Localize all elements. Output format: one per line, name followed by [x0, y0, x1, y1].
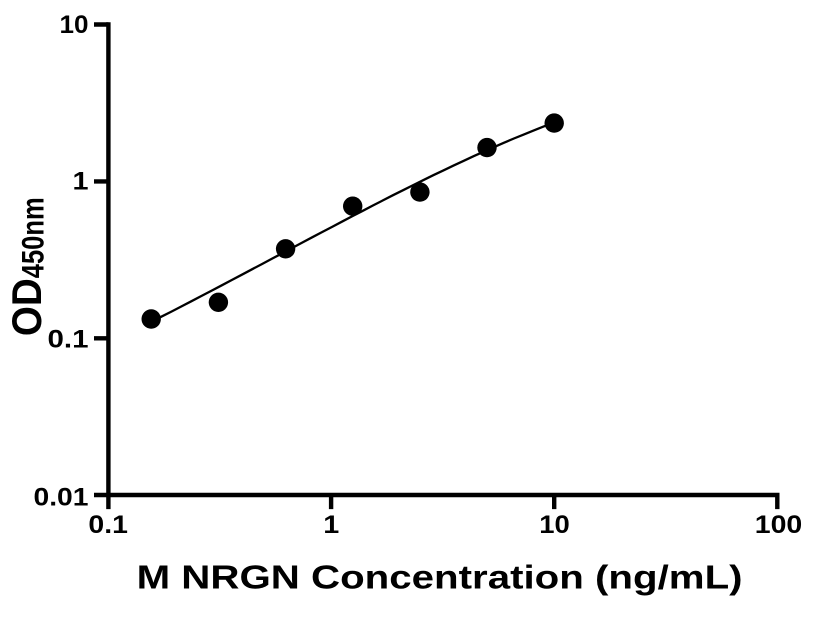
svg-text:0.1: 0.1: [88, 511, 128, 539]
svg-text:1: 1: [73, 168, 89, 196]
svg-text:OD: OD: [5, 278, 51, 336]
svg-text:1: 1: [323, 511, 339, 539]
svg-text:450nm: 450nm: [16, 197, 51, 278]
svg-text:10: 10: [60, 11, 89, 39]
svg-text:0.1: 0.1: [48, 326, 89, 354]
svg-text:10: 10: [539, 511, 570, 539]
svg-text:M NRGN Concentration (ng/mL): M NRGN Concentration (ng/mL): [137, 559, 743, 596]
svg-text:0.01: 0.01: [34, 483, 89, 511]
svg-text:100: 100: [755, 511, 803, 539]
